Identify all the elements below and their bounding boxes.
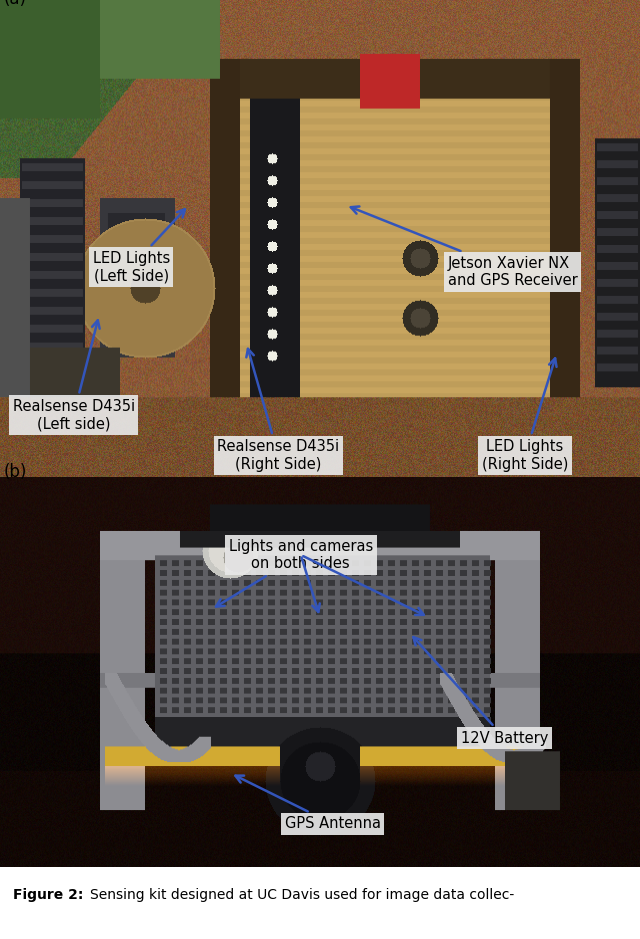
Text: LED Lights
(Right Side): LED Lights (Right Side) xyxy=(482,359,568,471)
Text: 12V Battery: 12V Battery xyxy=(413,637,548,746)
Text: LED Lights
(Left Side): LED Lights (Left Side) xyxy=(93,209,185,284)
Text: Sensing kit designed at UC Davis used for image data collec-: Sensing kit designed at UC Davis used fo… xyxy=(90,888,514,902)
Text: Realsense D435i
(Left side): Realsense D435i (Left side) xyxy=(13,320,134,431)
Text: GPS Antenna: GPS Antenna xyxy=(236,776,381,831)
Text: Lights and cameras
on both sides: Lights and cameras on both sides xyxy=(216,539,373,607)
Text: Figure 2:: Figure 2: xyxy=(13,888,83,902)
Text: Realsense D435i
(Right Side): Realsense D435i (Right Side) xyxy=(218,348,339,471)
Text: Jetson Xavier NX
and GPS Receiver: Jetson Xavier NX and GPS Receiver xyxy=(351,207,578,288)
Text: (a): (a) xyxy=(4,0,27,8)
Text: (b): (b) xyxy=(4,463,28,481)
